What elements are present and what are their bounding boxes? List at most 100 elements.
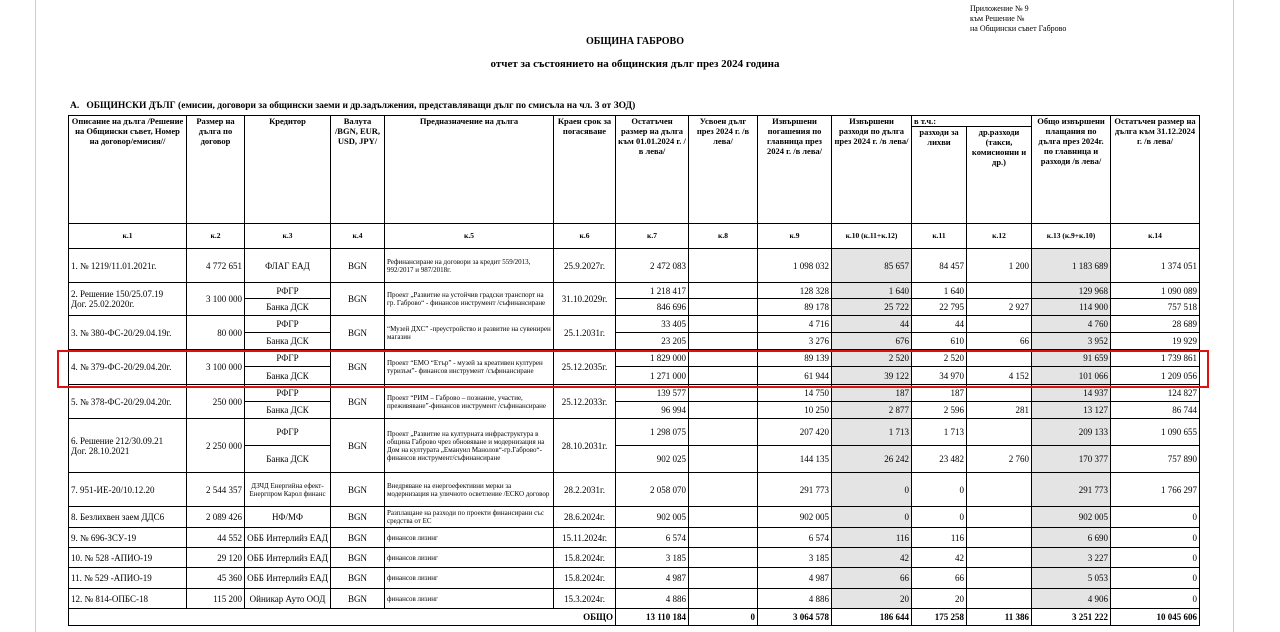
maturity: 25.1.2031г. [553, 315, 616, 350]
amount: 0 [1110, 567, 1201, 589]
amount: 33 405 [615, 315, 689, 333]
amount [965, 418, 1033, 446]
amount: 846 696 [615, 298, 689, 316]
table-row: Описание на дълга /Решение на Общински с… [68, 115, 1201, 224]
debt-size: 4 772 651 [186, 248, 245, 283]
amount: 757 890 [1110, 445, 1201, 473]
debt-size: 45 360 [186, 567, 245, 589]
purpose: финансов лизинг [384, 527, 554, 548]
amount: 170 377 [1031, 445, 1112, 473]
amount: 116 [831, 527, 912, 548]
amount: 44 [831, 315, 912, 333]
currency: BGN [330, 315, 385, 350]
debt-description: 9. № 696-ЗСУ-19 [68, 527, 187, 548]
maturity: 15.11.2024г. [553, 527, 616, 548]
amount: 6 574 [615, 527, 689, 548]
amount: 42 [831, 547, 912, 568]
amount: 1 090 655 [1110, 418, 1201, 446]
amount: 4 716 [757, 315, 832, 333]
amount [688, 418, 758, 446]
debt-description: 6. Решение 212/30.09.21 Дог. 28.10.2021 [68, 418, 187, 473]
amount: 0 [1110, 506, 1201, 528]
amount: 2 927 [965, 298, 1033, 316]
column-header: др.разходи (такси, комисионни и др.) [965, 126, 1033, 224]
amount: 5 053 [1031, 567, 1112, 589]
debt-size: 80 000 [186, 315, 245, 350]
amount: 207 420 [757, 418, 832, 446]
amount: 4 987 [615, 567, 689, 589]
maturity: 15.3.2024г. [553, 588, 616, 609]
debt-size: 3 100 000 [186, 282, 245, 316]
maturity: 31.10.2029г. [553, 282, 616, 316]
column-header: Валута /BGN, EUR, USD, JPY/ [330, 115, 385, 224]
debt-size: 250 000 [186, 384, 245, 419]
debt-description: 12. № 814-ОПБС-18 [68, 588, 187, 609]
amount: 291 773 [757, 472, 832, 507]
purpose: финансов лизинг [384, 567, 554, 589]
amount: 4 906 [1031, 588, 1112, 609]
creditor: НФ/МФ [244, 506, 331, 528]
amount [688, 332, 758, 350]
amount: 144 135 [757, 445, 832, 473]
currency: BGN [330, 527, 385, 548]
amount: 2 877 [831, 401, 912, 419]
amount [965, 506, 1033, 528]
purpose: Разплащане на разходи по проекти финанси… [384, 506, 554, 528]
amount: 19 929 [1110, 332, 1201, 350]
amount: 1 640 [911, 282, 967, 299]
amount: 0 [1110, 547, 1201, 568]
purpose: Внедряване на енергоефективни мерки за м… [384, 472, 554, 507]
total-label: ОБЩО [68, 608, 616, 626]
total-amount: 11 386 [965, 608, 1033, 626]
page-edge [1233, 0, 1234, 632]
currency: BGN [330, 282, 385, 316]
amount: 676 [831, 332, 912, 350]
maturity: 28.2.2031г. [553, 472, 616, 507]
amount [965, 315, 1033, 333]
debt-description: 2. Решение 150/25.07.19 Дог. 25.02.2020г… [68, 282, 187, 316]
amount: 129 968 [1031, 282, 1112, 299]
amount: 1 374 051 [1110, 248, 1201, 283]
amount [965, 567, 1033, 589]
amount: 85 657 [831, 248, 912, 283]
creditor: РФГР [244, 282, 331, 299]
amount: 3 227 [1031, 547, 1112, 568]
amount: 23 482 [911, 445, 967, 473]
amount [688, 472, 758, 507]
currency: BGN [330, 384, 385, 419]
amount: 1 218 417 [615, 282, 689, 299]
column-code: к.10 (к.11+к.12) [831, 223, 912, 249]
amount: 902 005 [615, 506, 689, 528]
creditor: ДЗЧД Енергийна ефект- Енергпром Карол фи… [244, 472, 331, 507]
debt-size: 2 089 426 [186, 506, 245, 528]
currency: BGN [330, 248, 385, 283]
amount: 4 886 [757, 588, 832, 609]
column-code: к.14 [1110, 223, 1201, 249]
amount: 86 744 [1110, 401, 1201, 419]
amount: 116 [911, 527, 967, 548]
debt-size: 115 200 [186, 588, 245, 609]
amount: 2 596 [911, 401, 967, 419]
amount: 84 457 [911, 248, 967, 283]
debt-size: 3 100 000 [186, 349, 245, 385]
amount: 1 183 689 [1031, 248, 1112, 283]
creditor: Банка ДСК [244, 401, 331, 419]
amount: 209 133 [1031, 418, 1112, 446]
amount: 610 [911, 332, 967, 350]
column-header: Усвоен дълг през 2024 г. /в лева/ [688, 115, 758, 224]
amount: 1 713 [911, 418, 967, 446]
column-group-header: в т.ч.: [910, 115, 1033, 127]
amount: 0 [911, 472, 967, 507]
creditor: ОББ Интерлийз ЕАД [244, 547, 331, 568]
debt-description: 3. № 380-ФС-20/29.04.19г. [68, 315, 187, 350]
column-code: к.1 [68, 223, 187, 249]
total-amount: 0 [688, 608, 758, 626]
column-header: Предназначение на дълга [384, 115, 554, 224]
amount [965, 547, 1033, 568]
table-row: ОБЩО 13 110 184 0 3 064 578 186 644 175 258 11… [68, 608, 1201, 626]
amount: 14 937 [1031, 384, 1112, 402]
page-edge [35, 0, 36, 632]
maturity: 25.9.2027г. [553, 248, 616, 283]
table-row: 2. Решение 150/25.07.19 Дог. 25.02.2020г… [68, 282, 1201, 316]
amount: 3 276 [757, 332, 832, 350]
